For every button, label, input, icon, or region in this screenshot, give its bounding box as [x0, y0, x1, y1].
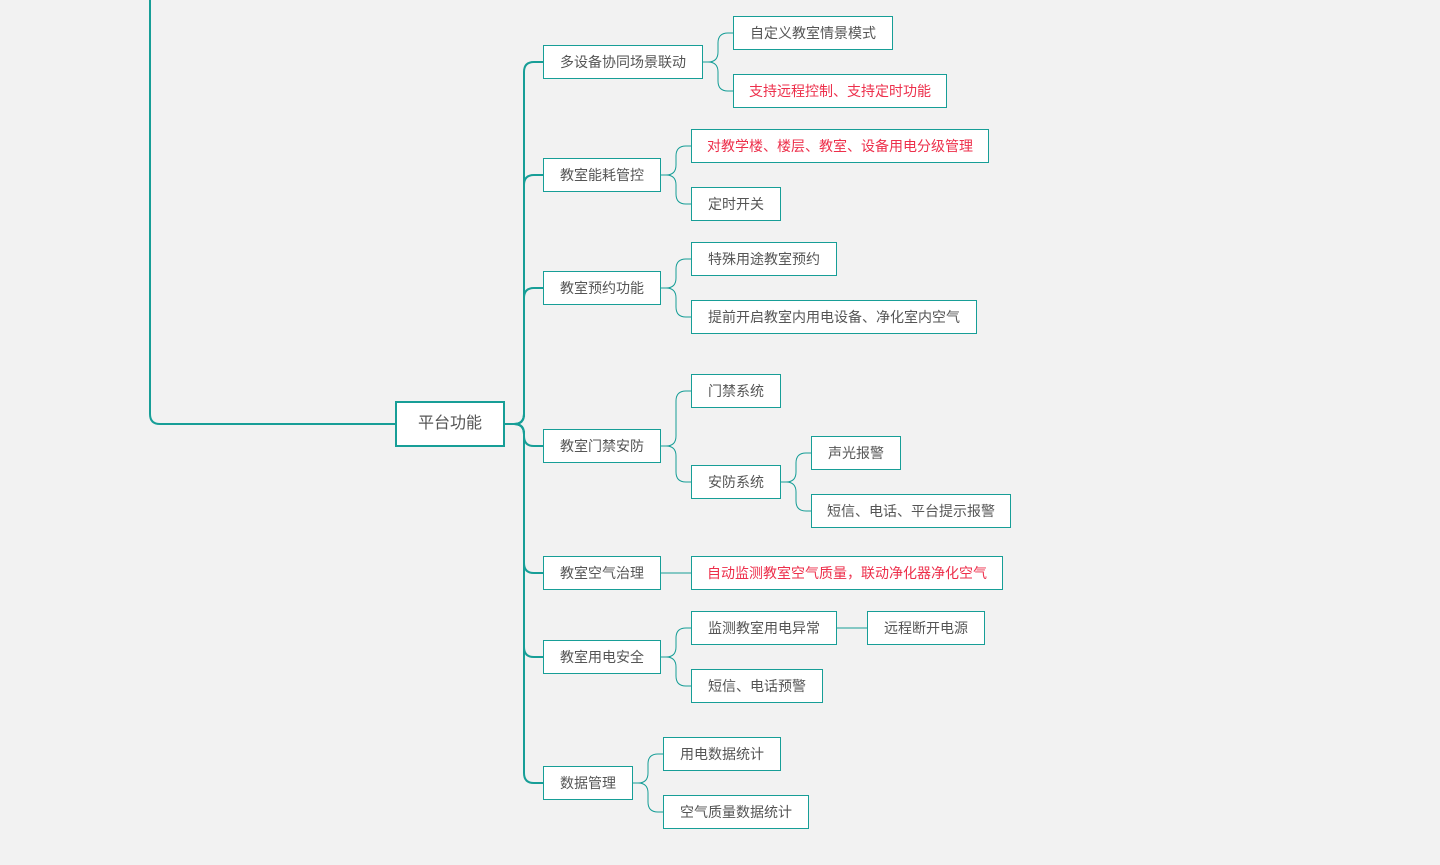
node-短信-电话预警: 短信、电话预警	[691, 669, 823, 703]
node-特殊用途教室预约: 特殊用途教室预约	[691, 242, 837, 276]
node-多设备协同场景联动: 多设备协同场景联动	[543, 45, 703, 79]
node-监测教室用电异常: 监测教室用电异常	[691, 611, 837, 645]
node-教室门禁安防: 教室门禁安防	[543, 429, 661, 463]
node-支持远程控制-支持定时功能: 支持远程控制、支持定时功能	[733, 74, 947, 108]
node-门禁系统: 门禁系统	[691, 374, 781, 408]
node-对教学楼-楼层-教室-设备用电分级管理: 对教学楼、楼层、教室、设备用电分级管理	[691, 129, 989, 163]
node-远程断开电源: 远程断开电源	[867, 611, 985, 645]
node-教室预约功能: 教室预约功能	[543, 271, 661, 305]
node-用电数据统计: 用电数据统计	[663, 737, 781, 771]
node-空气质量数据统计: 空气质量数据统计	[663, 795, 809, 829]
node-自动监测教室空气质量-联动净化器净化空气: 自动监测教室空气质量，联动净化器净化空气	[691, 556, 1003, 590]
node-教室空气治理: 教室空气治理	[543, 556, 661, 590]
mindmap-canvas: 平台功能 多设备协同场景联动自定义教室情景模式支持远程控制、支持定时功能教室能耗管…	[0, 0, 1440, 865]
node-定时开关: 定时开关	[691, 187, 781, 221]
node-安防系统: 安防系统	[691, 465, 781, 499]
node-自定义教室情景模式: 自定义教室情景模式	[733, 16, 893, 50]
root-node-平台功能: 平台功能	[395, 401, 505, 447]
node-声光报警: 声光报警	[811, 436, 901, 470]
node-教室用电安全: 教室用电安全	[543, 640, 661, 674]
node-提前开启教室内用电设备-净化室内空气: 提前开启教室内用电设备、净化室内空气	[691, 300, 977, 334]
node-短信-电话-平台提示报警: 短信、电话、平台提示报警	[811, 494, 1011, 528]
node-数据管理: 数据管理	[543, 766, 633, 800]
node-教室能耗管控: 教室能耗管控	[543, 158, 661, 192]
